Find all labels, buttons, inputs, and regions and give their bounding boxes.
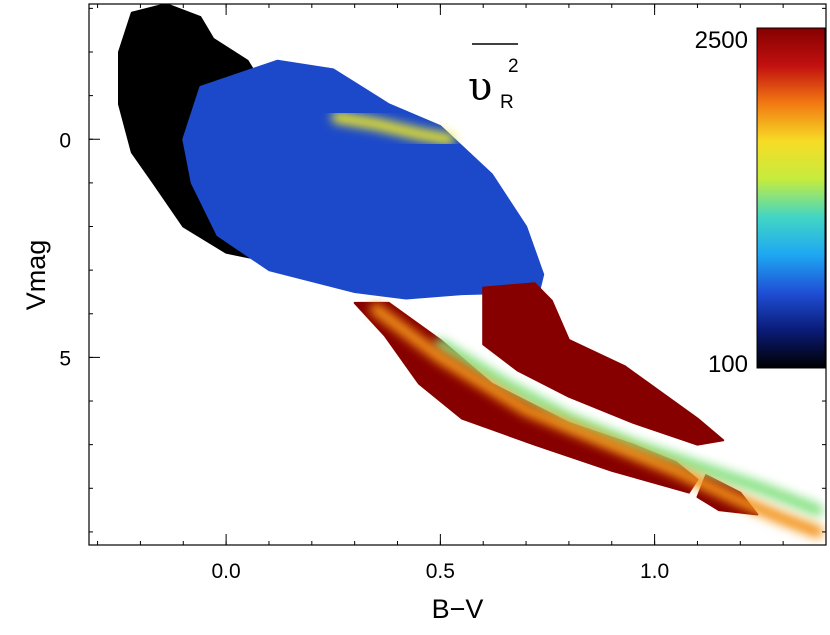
heatmap-ridges	[331, 111, 824, 538]
heatmap-ridge-3	[434, 338, 824, 517]
x-tick-label-1: 0.5	[426, 560, 455, 583]
colorbar-min-label: 100	[708, 351, 748, 378]
annotation-superscript: 2	[508, 56, 519, 77]
heatmap-region-3	[482, 282, 725, 446]
plot-frame	[88, 3, 827, 546]
heatmap-ridge-4	[370, 303, 824, 538]
y-tick-label-1: 5	[59, 347, 71, 370]
x-tick-label-0: 0.0	[212, 560, 241, 583]
annotation-symbol: υ	[468, 64, 492, 110]
colorbar: 2500 100	[695, 27, 826, 378]
colorbar-max-label: 2500	[695, 27, 748, 54]
y-tick-label-0: 0	[59, 129, 71, 152]
y-tick-labels: 05	[59, 129, 71, 370]
annotation-subscript: R	[500, 92, 514, 113]
heatmap-regions	[118, 4, 759, 516]
heatmap-ridge-1	[331, 111, 455, 146]
plot-area	[118, 4, 824, 538]
colorbar-gradient	[756, 27, 826, 369]
x-axis-label: B−V	[432, 594, 484, 624]
x-tick-label-2: 1.0	[640, 560, 669, 583]
quantity-annotation: υ 2 R	[468, 43, 519, 113]
x-tick-labels: 0.0 0.5 1.0	[212, 560, 670, 583]
y-axis-label: Vmag	[21, 240, 51, 311]
